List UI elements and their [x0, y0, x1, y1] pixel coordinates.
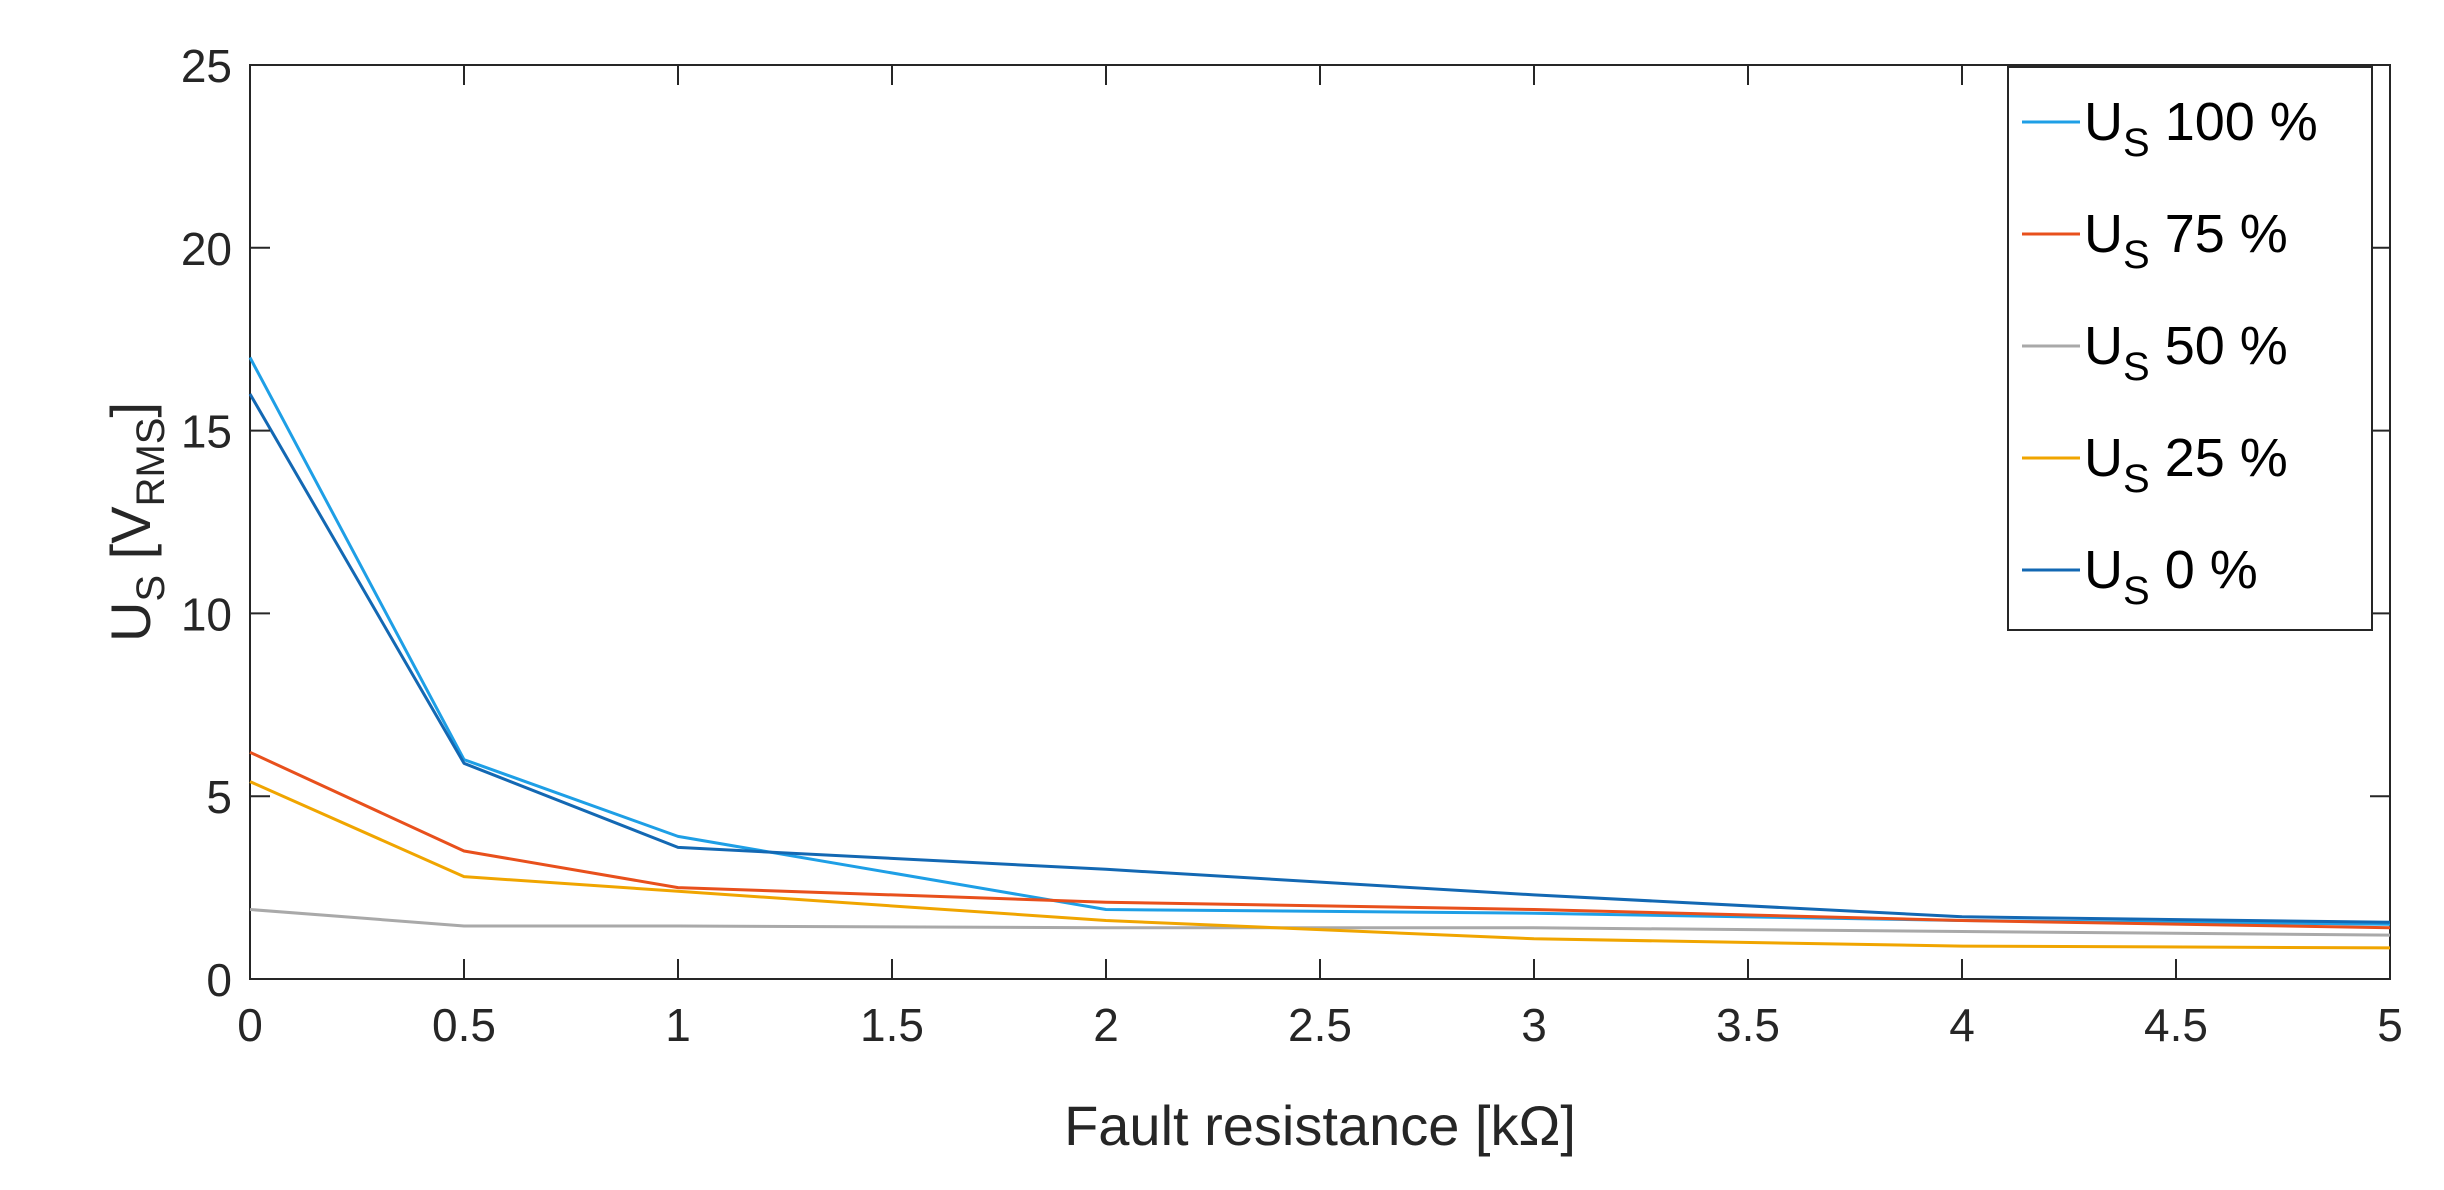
x-axis-label: Fault resistance [kΩ]	[1064, 1094, 1576, 1157]
x-tick-label: 3	[1521, 999, 1547, 1051]
y-axis-ticks: 0 5 10 15 20 25	[181, 40, 2390, 1006]
y-axis-label-main: U	[99, 602, 162, 642]
series-line	[249, 780, 2391, 950]
legend-label: US 0 %	[2084, 540, 2258, 613]
y-axis-label-unit-subscript: RMS	[129, 418, 173, 507]
y-axis-label-main-subscript: S	[129, 575, 173, 602]
x-tick-label: 1.5	[860, 999, 924, 1051]
series-line	[249, 908, 2391, 937]
legend-label: US 75 %	[2084, 204, 2288, 277]
legend-label: US 50 %	[2084, 316, 2288, 389]
x-tick-label: 4	[1949, 999, 1975, 1051]
series-line	[249, 750, 2391, 930]
x-tick-label: 0	[237, 999, 263, 1051]
x-tick-label: 2	[1093, 999, 1119, 1051]
x-tick-label: 0.5	[432, 999, 496, 1051]
y-axis-label: US [VRMS]	[99, 402, 173, 642]
y-tick-label: 0	[206, 954, 232, 1006]
y-tick-label: 10	[181, 588, 232, 640]
x-tick-label: 4.5	[2144, 999, 2208, 1051]
y-tick-label: 15	[181, 406, 232, 458]
y-axis-label-unit-close: ]	[99, 402, 162, 418]
series-layer	[248, 356, 2391, 950]
legend-label: US 25 %	[2084, 428, 2288, 501]
series-line	[248, 393, 2391, 924]
legend-items: US 100 % US 75 % US 50 % US 25 % US 0 %	[2022, 92, 2318, 613]
legend-box	[2007, 66, 2373, 631]
x-tick-label: 2.5	[1288, 999, 1352, 1051]
legend-label: US 100 %	[2084, 92, 2318, 165]
y-tick-label: 25	[181, 40, 232, 92]
x-tick-label: 1	[665, 999, 691, 1051]
x-axis-ticks: 0 0.5 1 1.5 2 2.5 3 3.5 4 4.5 5	[237, 65, 2403, 1051]
x-tick-label: 5	[2377, 999, 2403, 1051]
legend: US 100 % US 75 % US 50 % US 25 % US 0 %	[2007, 66, 2373, 631]
x-tick-label: 3.5	[1716, 999, 1780, 1051]
y-tick-label: 5	[206, 771, 232, 823]
y-axis-label-unit: [V	[99, 506, 162, 575]
y-tick-label: 20	[181, 223, 232, 275]
